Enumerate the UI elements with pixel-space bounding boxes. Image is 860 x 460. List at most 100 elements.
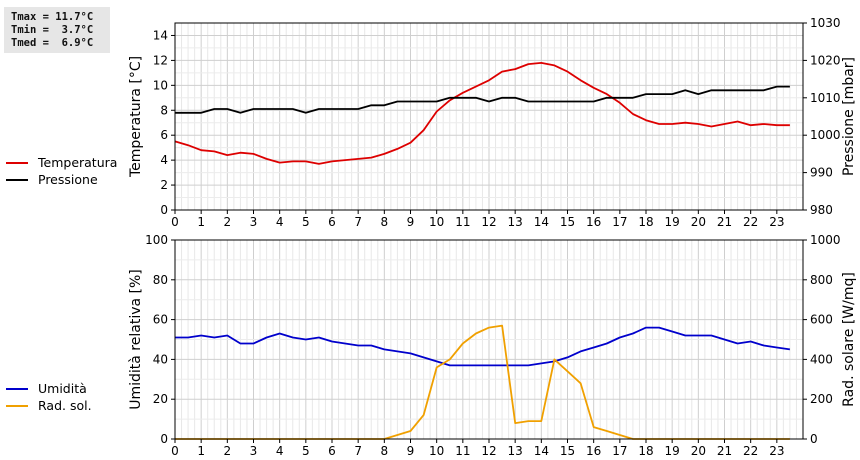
y-tick-label: 12 (153, 53, 168, 67)
x-tick-label: 23 (769, 215, 784, 229)
x-tick-label: 9 (407, 444, 415, 458)
x-tick-label: 14 (534, 444, 549, 458)
x-tick-label: 13 (508, 215, 523, 229)
x-tick-label: 16 (586, 444, 601, 458)
x-tick-label: 19 (665, 215, 680, 229)
x-tick-label: 7 (354, 444, 362, 458)
x-tick-label: 23 (769, 444, 784, 458)
y-tick-label: 2 (160, 178, 168, 192)
x-tick-label: 14 (534, 215, 549, 229)
y-tick-label: 8 (160, 103, 168, 117)
y-axis-label: Umidità relativa [%] (128, 269, 144, 410)
y-tick-label: 6 (160, 128, 168, 142)
x-tick-label: 5 (302, 215, 310, 229)
x-tick-label: 3 (250, 444, 258, 458)
y-right-tick-label: 400 (810, 352, 833, 366)
legend-bottom: Umidità Rad. sol. (6, 380, 92, 414)
y-right-tick-label: 990 (810, 166, 833, 180)
y-tick-label: 4 (160, 153, 168, 167)
legend-swatch (6, 387, 28, 390)
x-tick-label: 21 (717, 215, 732, 229)
x-tick-label: 16 (586, 215, 601, 229)
y-tick-label: 0 (160, 432, 168, 446)
stats-box: Tmax = 11.7°C Tmin = 3.7°C Tmed = 6.9°C (4, 7, 110, 53)
x-tick-label: 18 (638, 215, 653, 229)
x-tick-label: 2 (224, 444, 232, 458)
legend-item-rad-sol: Rad. sol. (6, 397, 92, 414)
x-tick-label: 20 (691, 444, 706, 458)
x-tick-label: 15 (560, 444, 575, 458)
y-right-tick-label: 1030 (810, 16, 841, 30)
x-tick-label: 2 (224, 215, 232, 229)
x-tick-label: 11 (455, 444, 470, 458)
y-axis-label: Temperatura [°C] (128, 56, 144, 178)
x-tick-label: 0 (171, 444, 179, 458)
x-tick-label: 10 (429, 444, 444, 458)
x-tick-label: 8 (381, 444, 389, 458)
tmax-text: Tmax = 11.7°C (11, 11, 94, 23)
legend-swatch (6, 404, 28, 407)
legend-label: Umidità (38, 381, 87, 396)
y-tick-label: 40 (153, 352, 168, 366)
chart-1: 0 1 2 3 4 5 6 7 8 9 10 11 12 13 14 15 16 17 18 19 20 21 22 2302… (128, 16, 857, 229)
legend-swatch (6, 161, 28, 164)
y-tick-label: 14 (153, 28, 168, 42)
x-tick-label: 4 (276, 444, 284, 458)
series-line-rad-sol- (175, 324, 790, 440)
tmin-text: Tmin = 3.7°C (11, 24, 94, 36)
y-right-axis-label: Rad. solare [W/mq] (841, 272, 857, 407)
series-line-temperatura (174, 62, 790, 165)
y-right-tick-label: 980 (810, 203, 833, 217)
y-tick-label: 10 (153, 78, 168, 92)
legend-label: Rad. sol. (38, 398, 92, 413)
legend-item-umidita: Umidità (6, 380, 92, 397)
x-tick-label: 11 (455, 215, 470, 229)
legend-top: Temperatura Pressione (6, 154, 117, 188)
legend-swatch (6, 178, 28, 181)
y-tick-label: 60 (153, 313, 168, 327)
chart-2: 0 1 2 3 4 5 6 7 8 9 10 11 12 13 14 15 16 17 18 19 20 21 22 2302… (128, 233, 857, 458)
legend-item-temperatura: Temperatura (6, 154, 117, 171)
x-tick-label: 17 (612, 444, 627, 458)
x-tick-label: 12 (481, 215, 496, 229)
y-right-tick-label: 800 (810, 273, 833, 287)
x-tick-label: 6 (328, 215, 336, 229)
x-tick-label: 13 (508, 444, 523, 458)
x-tick-label: 1 (197, 215, 205, 229)
x-tick-label: 1 (197, 444, 205, 458)
y-right-tick-label: 0 (810, 432, 818, 446)
x-tick-label: 0 (171, 215, 179, 229)
y-right-tick-label: 1000 (810, 233, 841, 247)
legend-item-pressione: Pressione (6, 171, 117, 188)
x-tick-label: 15 (560, 215, 575, 229)
x-tick-label: 18 (638, 444, 653, 458)
x-tick-label: 3 (250, 215, 258, 229)
x-tick-label: 12 (481, 444, 496, 458)
x-tick-label: 19 (665, 444, 680, 458)
y-tick-label: 80 (153, 273, 168, 287)
y-tick-label: 0 (160, 203, 168, 217)
series-line-pressione (175, 85, 790, 114)
y-tick-label: 100 (145, 233, 168, 247)
y-right-tick-label: 600 (810, 313, 833, 327)
x-tick-label: 5 (302, 444, 310, 458)
x-tick-label: 9 (407, 215, 415, 229)
y-right-tick-label: 1020 (810, 53, 841, 67)
legend-label: Pressione (38, 172, 98, 187)
y-right-tick-label: 1000 (810, 128, 841, 142)
y-tick-label: 20 (153, 392, 168, 406)
y-right-tick-label: 200 (810, 392, 833, 406)
x-tick-label: 6 (328, 444, 336, 458)
x-tick-label: 4 (276, 215, 284, 229)
x-tick-label: 10 (429, 215, 444, 229)
y-right-axis-label: Pressione [mbar] (841, 57, 857, 176)
legend-label: Temperatura (38, 155, 118, 170)
x-tick-label: 8 (381, 215, 389, 229)
x-tick-label: 20 (691, 215, 706, 229)
series-line-umidit- (175, 326, 791, 367)
x-tick-label: 17 (612, 215, 627, 229)
y-right-tick-label: 1010 (810, 91, 841, 105)
x-tick-label: 22 (743, 215, 758, 229)
tmed-text: Tmed = 6.9°C (11, 37, 94, 49)
